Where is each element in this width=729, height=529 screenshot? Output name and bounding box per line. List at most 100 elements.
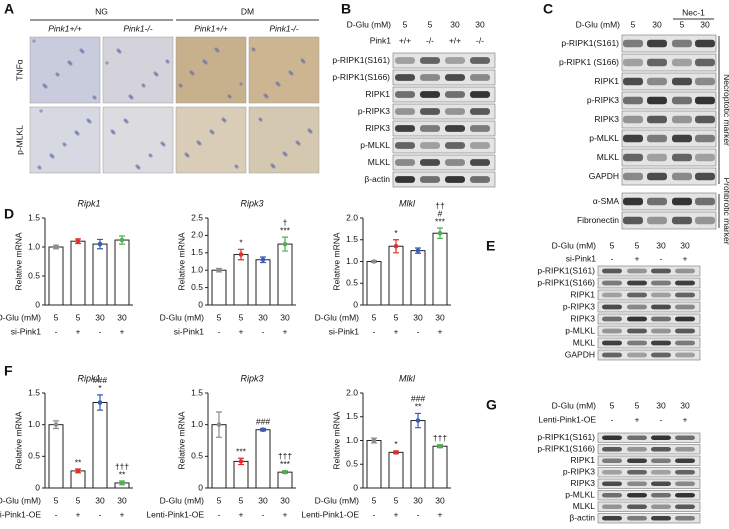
bar [114, 239, 130, 306]
blot-band [672, 134, 692, 143]
bar [92, 243, 108, 306]
band-label: p-RIPK1 (S166) [559, 57, 619, 67]
condition-value: 5 [76, 495, 81, 505]
condition-value: + [438, 326, 443, 336]
blot-band [627, 469, 647, 475]
histology-image [248, 106, 320, 174]
blot-band [675, 316, 695, 322]
blot-strip [392, 120, 496, 137]
condition-value: 5 [610, 400, 615, 410]
panel-label: E [486, 238, 495, 254]
y-axis-label: Relative mRNA [13, 411, 23, 469]
y-tick-label: 0.5 [28, 451, 40, 461]
blot-band [420, 74, 440, 81]
blot-strip [597, 349, 701, 361]
condition-value: 5 [394, 495, 399, 505]
blot-band [651, 481, 671, 487]
blot-band [627, 446, 647, 452]
cell-nucleus [221, 117, 225, 121]
condition-label: D-Glu (mM) [315, 495, 360, 505]
blot-band [672, 153, 692, 162]
blot-band [470, 176, 490, 183]
significance-label: *** [280, 225, 291, 235]
cell-nucleus [105, 61, 109, 65]
blot-band [651, 446, 671, 452]
condition-value: + [394, 509, 399, 519]
blot-band [695, 216, 715, 225]
significance-label: ††† [278, 451, 292, 461]
blot-strip [597, 301, 701, 313]
blot-band [647, 96, 667, 105]
condition-value: 5 [428, 19, 433, 29]
treatment-label: Nec-1 [682, 7, 705, 17]
condition-value: - [373, 326, 376, 336]
band-label: p-RIPK1(S166) [332, 72, 390, 82]
condition-value: - [99, 326, 102, 336]
condition-value: - [262, 326, 265, 336]
cell-nucleus [189, 70, 193, 74]
blot-strip [621, 53, 717, 72]
blot-band [627, 304, 647, 310]
blot-band [672, 115, 692, 124]
blot-band [651, 280, 671, 286]
bar [211, 269, 227, 306]
blot-band [627, 492, 647, 498]
blot-band [647, 39, 667, 48]
blot-band [651, 340, 671, 346]
condition-label: D-Glu (mM) [160, 495, 205, 505]
genotype-label: Pink1-/- [123, 23, 152, 33]
band-label: p-MLKL [565, 325, 595, 335]
band-label: p-RIPK1(S161) [561, 38, 619, 48]
blot-band [395, 159, 415, 166]
band-label: MLKL [368, 157, 390, 167]
condition-value: + [394, 326, 399, 336]
blot-band [623, 39, 643, 48]
bar [255, 259, 271, 306]
blot-band [695, 134, 715, 143]
band-label: p-MLKL [565, 490, 595, 500]
panel-label: D [4, 206, 14, 222]
blot-band [651, 316, 671, 322]
condition-value: 30 [680, 400, 690, 410]
condition-label: D-Glu (mM) [160, 312, 205, 322]
blot-band [647, 216, 667, 225]
blot-band [675, 352, 695, 358]
blot-strip [597, 313, 701, 325]
bar [410, 250, 426, 306]
cell-nucleus [184, 152, 188, 156]
mean-dot [238, 459, 244, 464]
y-tick-label: 1.0 [346, 256, 358, 266]
blot-band [672, 216, 692, 225]
bar [388, 245, 404, 306]
mean-dot [53, 422, 59, 427]
blot-band [395, 74, 415, 81]
blot-strip [597, 513, 701, 524]
blot-band [602, 515, 622, 521]
y-tick-label: 0 [198, 299, 203, 309]
y-tick-label: 2.0 [346, 212, 358, 222]
blot-band [602, 469, 622, 475]
condition-value: + [76, 326, 81, 336]
band-label: β-actin [569, 513, 595, 523]
mean-dot [393, 450, 399, 455]
blot-band [602, 328, 622, 334]
mean-dot [238, 252, 244, 257]
blot-band [672, 58, 692, 67]
significance-label: * [239, 238, 243, 248]
condition-value: 30 [117, 312, 127, 322]
significance-label: ** [119, 469, 126, 479]
significance-label: ** [415, 402, 422, 412]
mean-dot [53, 244, 59, 250]
condition-value: 30 [700, 19, 710, 29]
condition-value: - [262, 509, 265, 519]
band-label: β-actin [364, 174, 390, 184]
blot-band [651, 352, 671, 358]
blot-strip [392, 171, 496, 188]
blot-band [675, 340, 695, 346]
blot-band [627, 340, 647, 346]
chart-title: Ripk1 [77, 373, 100, 383]
condition-value: 30 [413, 312, 423, 322]
blot-band [420, 125, 440, 132]
blot-band [602, 268, 622, 274]
bar [255, 429, 271, 489]
